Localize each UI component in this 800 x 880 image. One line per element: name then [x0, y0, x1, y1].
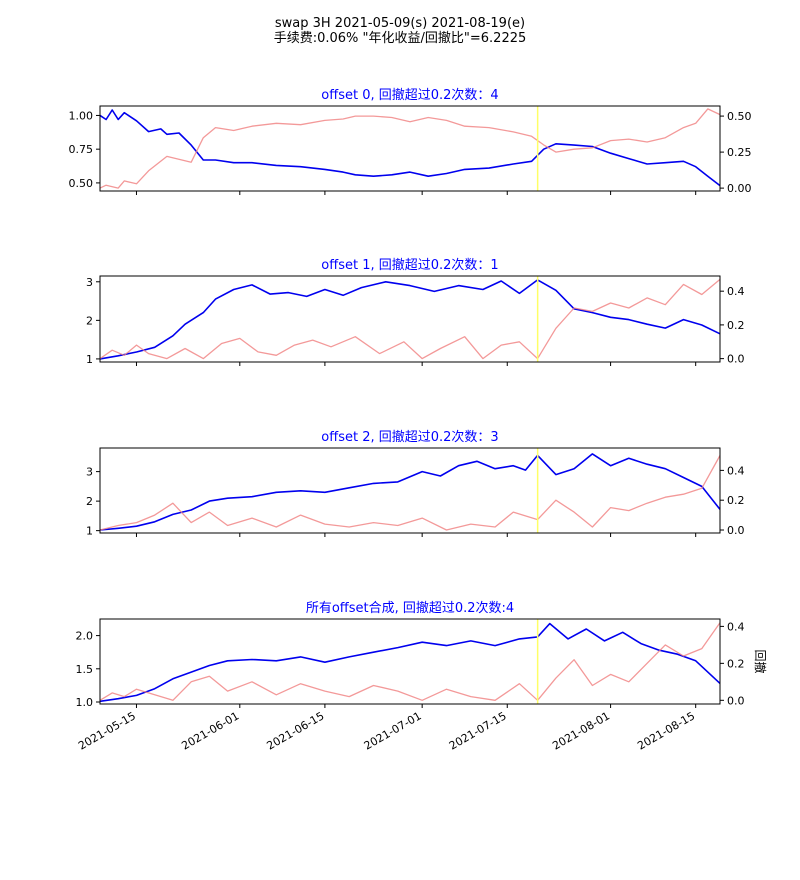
panel-1: offset 1, 回撤超过0.2次数：1 1 2 3 0.0 0.2 0.4 [86, 257, 745, 366]
y-tick-label: 1 [86, 353, 93, 366]
equity-line [99, 109, 721, 187]
y-tick-label: 1.0 [76, 696, 94, 709]
figure-title-line1: swap 3H 2021-05-09(s) 2021-08-19(e) [275, 16, 525, 31]
y-tick-label: 2 [86, 314, 93, 327]
y2-tick-label: 0.0 [727, 524, 745, 537]
y2-tick-label: 0.00 [727, 182, 752, 195]
y2-tick-label: 0.0 [727, 353, 745, 366]
y-tick-label: 0.75 [69, 143, 94, 156]
y2-tick-label: 0.2 [727, 319, 745, 332]
y2-tick-label: 0.0 [727, 694, 745, 707]
y2-tick-label: 0.4 [727, 285, 745, 298]
y2-tick-label: 0.25 [727, 146, 752, 159]
y2-tick-label: 0.2 [727, 657, 745, 670]
y-tick-label: 1.5 [76, 663, 94, 676]
y-tick-label: 1.00 [69, 109, 94, 122]
axes-frame [99, 618, 721, 705]
drawdown-line [99, 278, 721, 360]
axes-frame [99, 275, 721, 363]
panel-title: offset 1, 回撤超过0.2次数：1 [321, 257, 498, 273]
y2-tick-label: 0.2 [727, 494, 745, 507]
y2-tick-label: 0.4 [727, 620, 745, 633]
y2-tick-label: 0.50 [727, 110, 752, 123]
panel-title: 所有offset合成, 回撤超过0.2次数:4 [306, 600, 514, 616]
drawdown-line [99, 455, 721, 531]
equity-line [99, 453, 721, 531]
y-tick-label: 3 [86, 466, 93, 479]
y-tick-label: 3 [86, 276, 93, 289]
panel-title: offset 0, 回撤超过0.2次数：4 [321, 87, 498, 103]
drawdown-line [99, 108, 721, 189]
y2-tick-label: 0.4 [727, 464, 745, 477]
figure-title-line2: 手续费:0.06% "年化收益/回撤比"=6.2225 [274, 30, 527, 46]
y-tick-label: 1 [86, 525, 93, 538]
equity-line [99, 279, 721, 360]
equity-line [99, 622, 721, 703]
y-tick-label: 2 [86, 495, 93, 508]
drawdown-line [99, 622, 721, 701]
axes-frame [99, 105, 721, 192]
y-tick-label: 0.50 [69, 177, 94, 190]
panel-2: offset 2, 回撤超过0.2次数：3 1 2 3 0.0 0.2 0.4 [86, 429, 745, 538]
y-tick-label: 2.0 [76, 630, 94, 643]
y2-axis-label: 回撤 [753, 649, 768, 673]
panel-title: offset 2, 回撤超过0.2次数：3 [321, 429, 498, 445]
axes-frame [99, 447, 721, 534]
panel-0: offset 0, 回撤超过0.2次数：4 0.50 0.75 1.00 0.00 0.2… [69, 87, 752, 195]
